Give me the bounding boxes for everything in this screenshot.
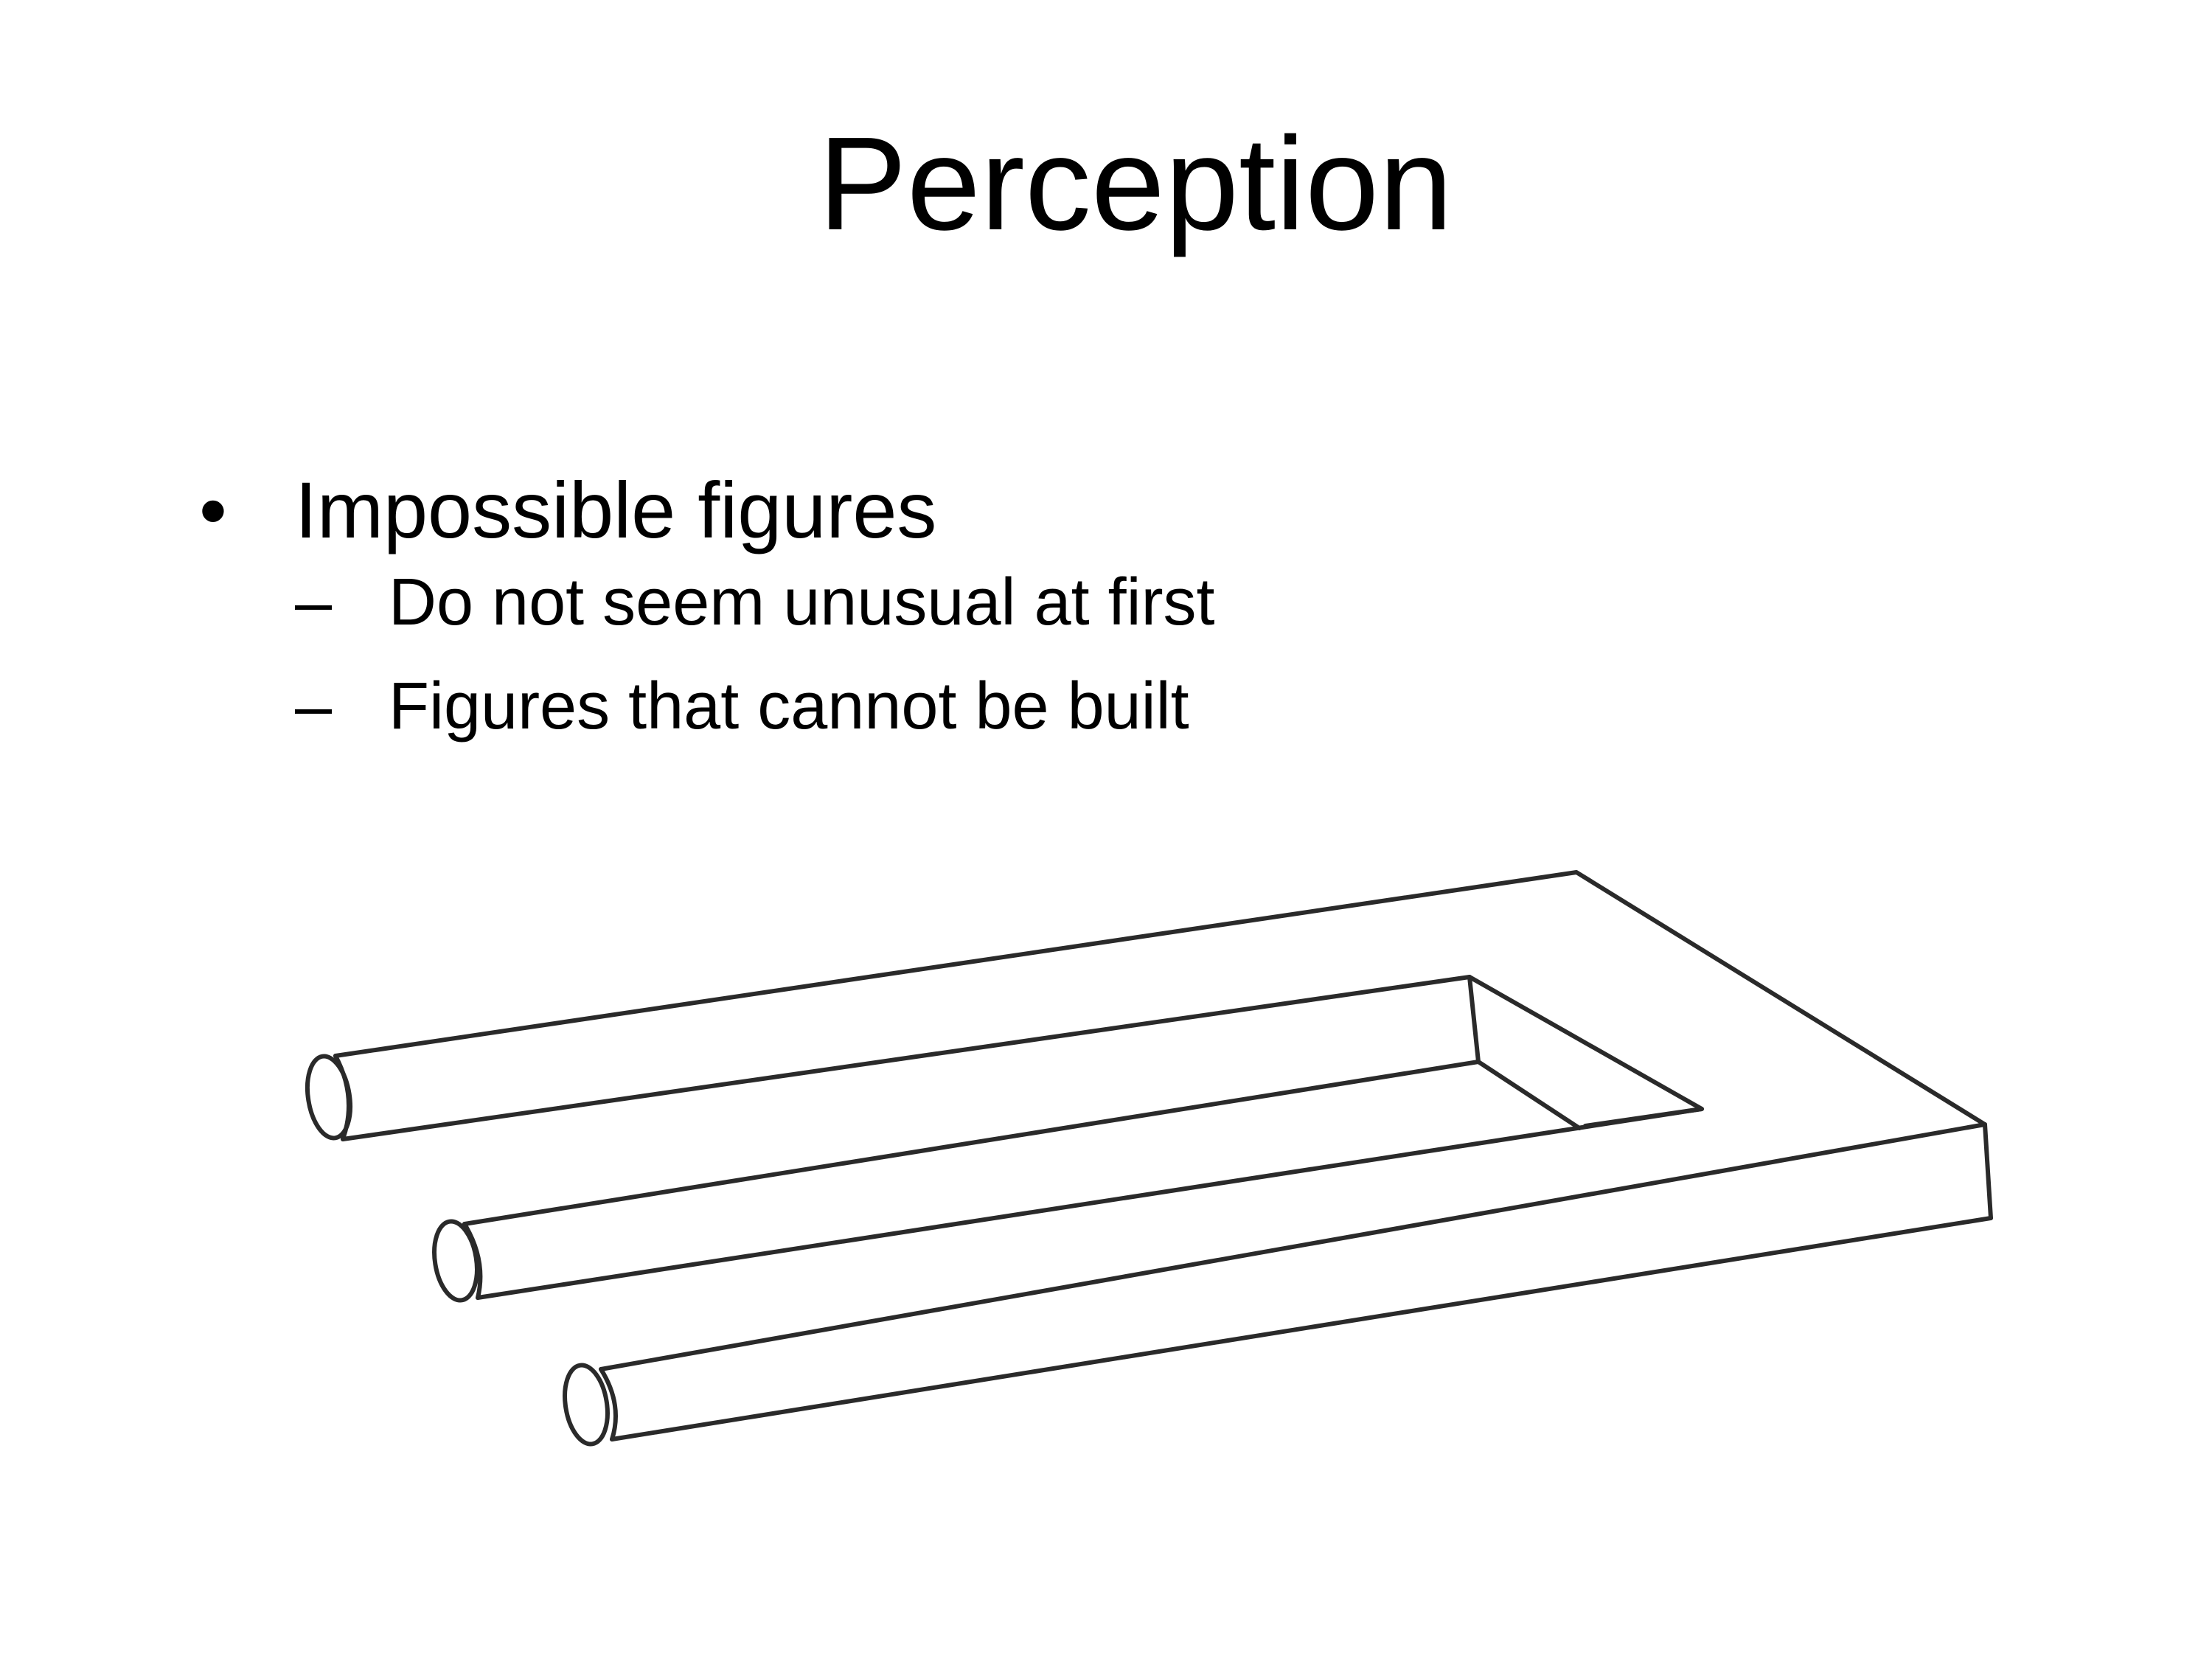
- bullet-item: • Impossible figures – Do not seem unusu…: [199, 465, 1215, 745]
- sub-bullet-item: – Figures that cannot be built: [295, 669, 1215, 745]
- front-prong-top-edge: [599, 1122, 1987, 1371]
- outer-top-edge: [333, 870, 1987, 1127]
- middle-prong-end-rim: [462, 1222, 483, 1300]
- sub-bullet-text: Do not seem unusual at first: [389, 566, 1215, 640]
- front-prong-end-rim: [599, 1367, 618, 1441]
- front-prong-end: [563, 1363, 610, 1447]
- sub-bullet-text: Figures that cannot be built: [389, 669, 1189, 743]
- bullet-marker: •: [199, 465, 227, 554]
- inner-u-floor: [1476, 1060, 1582, 1130]
- bullet-list: • Impossible figures – Do not seem unusu…: [199, 465, 1215, 772]
- middle-prong-end: [432, 1219, 479, 1303]
- slide-title: Perception: [818, 110, 1453, 258]
- sub-bullet-marker: –: [295, 669, 333, 743]
- middle-prong-top-edge: [462, 1060, 1481, 1226]
- top-prong-end-rim: [333, 1054, 351, 1141]
- top-prong-lower-edge: [341, 975, 1472, 1141]
- sub-bullet-marker: –: [295, 566, 333, 640]
- middle-prong-lower-edge: [476, 1107, 1704, 1300]
- inner-u-vertical: [1467, 975, 1481, 1064]
- inner-u-bend: [1467, 975, 1704, 1128]
- bullet-text: Impossible figures: [295, 465, 937, 554]
- sub-bullet-item: – Do not seem unusual at first: [295, 565, 1215, 641]
- sub-bullet-list: – Do not seem unusual at first – Figures…: [295, 565, 1215, 745]
- bottom-outer-edge: [610, 1216, 1993, 1441]
- right-end-face: [1983, 1122, 1993, 1220]
